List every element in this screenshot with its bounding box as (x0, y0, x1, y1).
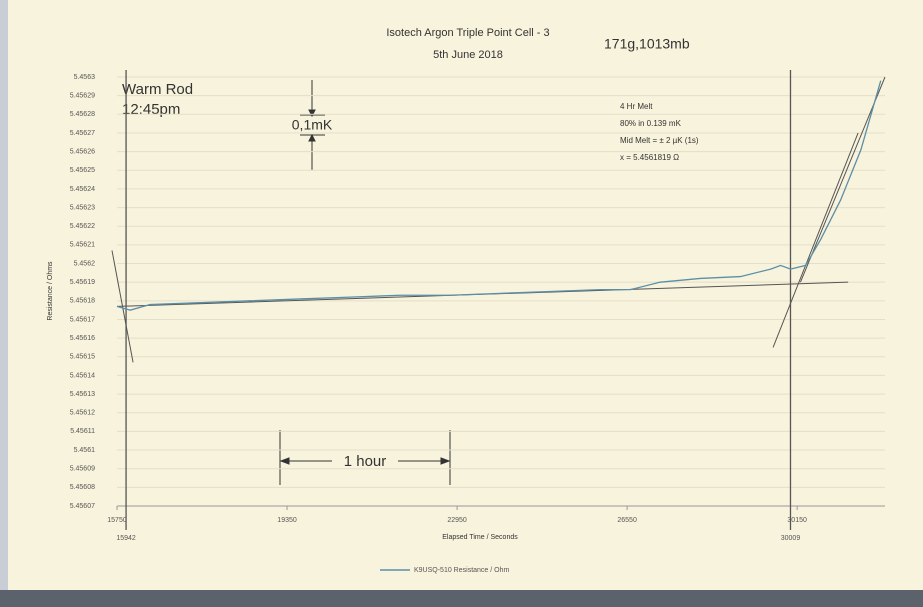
y-axis-label: Resistance / Ohms (47, 261, 54, 321)
y-tick-label: 5.45629 (70, 92, 95, 99)
legend-label: K9USQ-510 Resistance / Ohm (414, 567, 509, 574)
chart-title: Isotech Argon Triple Point Cell - 3 (386, 27, 549, 39)
x-tick-label: 22950 (447, 517, 467, 524)
scale-label: 0,1mK (292, 117, 333, 133)
time: 12:45pm (122, 101, 180, 118)
y-tick-label: 5.45623 (70, 204, 95, 211)
y-tick-label: 5.45621 (70, 242, 95, 249)
melt-note: Mid Melt = ± 2 µK (1s) (620, 136, 699, 145)
y-tick-label: 5.45616 (70, 335, 95, 342)
scale-marker (300, 80, 325, 170)
marker-label: 30009 (781, 535, 801, 542)
y-tick-label: 5.4563 (74, 74, 96, 81)
y-tick-label: 5.45624 (70, 186, 95, 193)
y-tick-label: 5.45617 (70, 316, 95, 323)
melt-note: x = 5.4561819 Ω (620, 153, 679, 162)
x-tick-label: 19350 (277, 517, 297, 524)
data-line (116, 80, 882, 311)
fit-line (799, 76, 886, 283)
y-tick-label: 5.45625 (70, 167, 95, 174)
y-tick-label: 5.45611 (70, 428, 95, 435)
melt-note: 80% in 0.139 mK (620, 119, 682, 128)
x-tick-label: 15750 (107, 517, 127, 524)
y-tick-label: 5.45609 (70, 466, 95, 473)
y-tick-label: 5.4561 (74, 447, 96, 454)
bottom-bar (0, 590, 923, 607)
marker-label: 15942 (116, 535, 136, 542)
conditions: 171g,1013mb (604, 36, 690, 52)
melt-note: 4 Hr Melt (620, 102, 653, 111)
y-tick-label: 5.4562 (74, 260, 96, 267)
y-tick-label: 5.45614 (70, 372, 95, 379)
y-tick-label: 5.45618 (70, 298, 95, 305)
warm-rod: Warm Rod (122, 81, 193, 98)
y-tick-label: 5.45626 (70, 148, 95, 155)
hour-label: 1 hour (344, 453, 387, 470)
y-tick-label: 5.45627 (70, 130, 95, 137)
hour-marker (279, 430, 451, 485)
fit-line (772, 132, 859, 348)
x-axis-label: Elapsed Time / Seconds (442, 534, 518, 541)
y-tick-label: 5.45607 (70, 503, 95, 510)
x-tick-label: 30150 (787, 517, 807, 524)
y-tick-label: 5.45628 (70, 111, 95, 118)
y-tick-label: 5.45622 (70, 223, 95, 230)
y-tick-label: 5.45608 (70, 484, 95, 491)
y-tick-label: 5.45613 (70, 391, 95, 398)
y-tick-label: 5.45615 (70, 354, 95, 361)
chart-subtitle: 5th June 2018 (433, 49, 503, 61)
y-tick-label: 5.45612 (70, 410, 95, 417)
y-tick-label: 5.45619 (70, 279, 95, 286)
x-tick-label: 26550 (617, 517, 637, 524)
